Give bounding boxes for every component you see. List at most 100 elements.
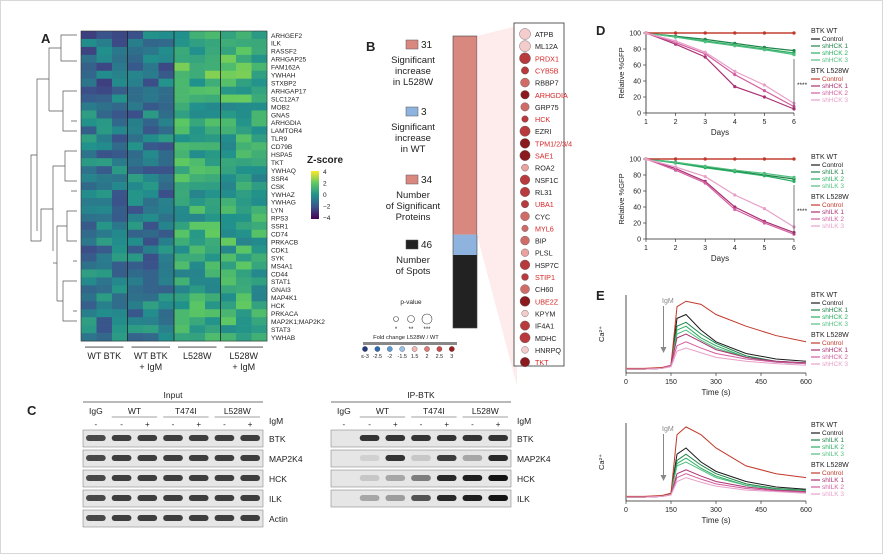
- heatmap-cell: [143, 182, 159, 191]
- fold-change-tick: 3: [450, 354, 453, 360]
- blot-band: [488, 455, 508, 461]
- heatmap-cell: [236, 253, 252, 262]
- heatmap-cell: [158, 205, 175, 215]
- blot-row-label: HCK: [517, 474, 535, 484]
- legend-title: BTK L528W: [811, 332, 849, 339]
- blot-band: [240, 435, 260, 441]
- bar-segment-wt: [453, 234, 477, 255]
- gene-label: GNAI3: [271, 287, 291, 294]
- group-label: L528W: [183, 351, 212, 361]
- heatmap-cell: [236, 70, 252, 79]
- protein-label: IF4A1: [535, 322, 554, 331]
- heatmap-cell: [143, 70, 159, 79]
- data-point: [762, 171, 766, 175]
- heatmap-cell: [205, 62, 221, 72]
- heatmap-cell: [112, 301, 128, 310]
- heatmap-cell: [96, 245, 113, 254]
- heatmap-cell: [205, 78, 221, 87]
- heatmap-cell: [236, 205, 252, 215]
- heatmap-cell: [236, 285, 252, 294]
- heatmap-cell: [236, 277, 252, 286]
- heatmap-cell: [81, 142, 97, 151]
- data-point: [762, 207, 766, 211]
- blot-group-label: WT: [376, 406, 389, 416]
- igm-sign: -: [343, 420, 346, 429]
- blot-band: [188, 455, 209, 461]
- heatmap-cell: [205, 110, 221, 119]
- heatmap-cell: [220, 205, 237, 215]
- legend-item: shHCK 2: [822, 90, 848, 97]
- heatmap-cell: [127, 134, 144, 143]
- gene-label: ARHGEF2: [271, 33, 302, 40]
- heatmap-cell: [127, 261, 144, 270]
- heatmap-cell: [143, 269, 159, 278]
- heatmap-cell: [143, 205, 159, 215]
- data-point: [703, 31, 707, 35]
- heatmap-cell: [127, 253, 144, 262]
- x-tick-label: 4: [733, 119, 737, 126]
- series-line: [645, 32, 795, 110]
- heatmap-cell: [96, 277, 113, 286]
- heatmap-cell: [189, 237, 206, 246]
- heatmap-cell: [112, 46, 128, 56]
- heatmap-cell: [251, 253, 268, 262]
- x-tick-label: 1: [644, 245, 648, 252]
- gene-label: CD79B: [271, 144, 293, 151]
- heatmap-cell: [112, 245, 128, 254]
- pvalue-label: **: [409, 327, 414, 333]
- zscore-tick: −4: [323, 215, 331, 222]
- x-axis-title: Time (s): [701, 388, 730, 397]
- gene-label: CDK1: [271, 247, 289, 254]
- heatmap-cell: [143, 237, 159, 246]
- data-point: [703, 164, 707, 168]
- heatmap-cell: [143, 126, 159, 135]
- heatmap-cell: [236, 221, 252, 231]
- heatmap-cell: [81, 158, 97, 167]
- heatmap-cell: [236, 237, 252, 246]
- x-tick-label: 5: [762, 245, 766, 252]
- group-label: L528W: [229, 351, 258, 361]
- gene-label: ARHGDIA: [271, 120, 302, 127]
- heatmap-cell: [189, 261, 206, 270]
- blot-band: [111, 515, 132, 521]
- heatmap-cell: [220, 237, 237, 246]
- stat-label: of Significant: [386, 201, 441, 212]
- heatmap-cell: [174, 269, 190, 278]
- protein-dot: [521, 115, 529, 123]
- heatmap-cell: [81, 285, 97, 294]
- data-point: [674, 35, 678, 39]
- stat-number: 34: [421, 175, 433, 186]
- x-tick-label: 3: [703, 245, 707, 252]
- heatmap-cell: [143, 317, 159, 326]
- legend-item: shHCK 1: [822, 43, 848, 50]
- series-line: [645, 158, 795, 234]
- heatmap-cell: [81, 174, 97, 183]
- blot-band: [462, 435, 483, 441]
- heatmap-cell: [251, 110, 268, 119]
- group-label: + IgM: [139, 362, 162, 372]
- heatmap-cell: [189, 126, 206, 135]
- data-point: [762, 174, 766, 178]
- heatmap-cell: [96, 62, 113, 72]
- zscore-tick: 2: [323, 181, 327, 188]
- fold-change-dot: [449, 346, 455, 352]
- heatmap-cell: [127, 86, 144, 95]
- data-point: [644, 157, 648, 161]
- stat-number: 3: [421, 107, 427, 118]
- legend-item: shHCK 3: [822, 361, 848, 368]
- heatmap-cell: [189, 269, 206, 278]
- legend-item: shHCK 2: [822, 50, 848, 57]
- heatmap-cell: [143, 166, 159, 175]
- series-line: [626, 300, 807, 369]
- heatmap-cell: [127, 158, 144, 167]
- heatmap-cell: [236, 158, 252, 167]
- blot-group-label: IgG: [337, 406, 351, 416]
- data-point: [674, 39, 678, 43]
- heatmap-cell: [158, 118, 175, 127]
- heatmap-cell: [205, 46, 221, 56]
- protein-label: PRDX1: [535, 54, 559, 63]
- heatmap-cell: [81, 301, 97, 310]
- heatmap-cell: [112, 110, 128, 119]
- heatmap-cell: [96, 70, 113, 79]
- legend-title: BTK WT: [811, 292, 838, 299]
